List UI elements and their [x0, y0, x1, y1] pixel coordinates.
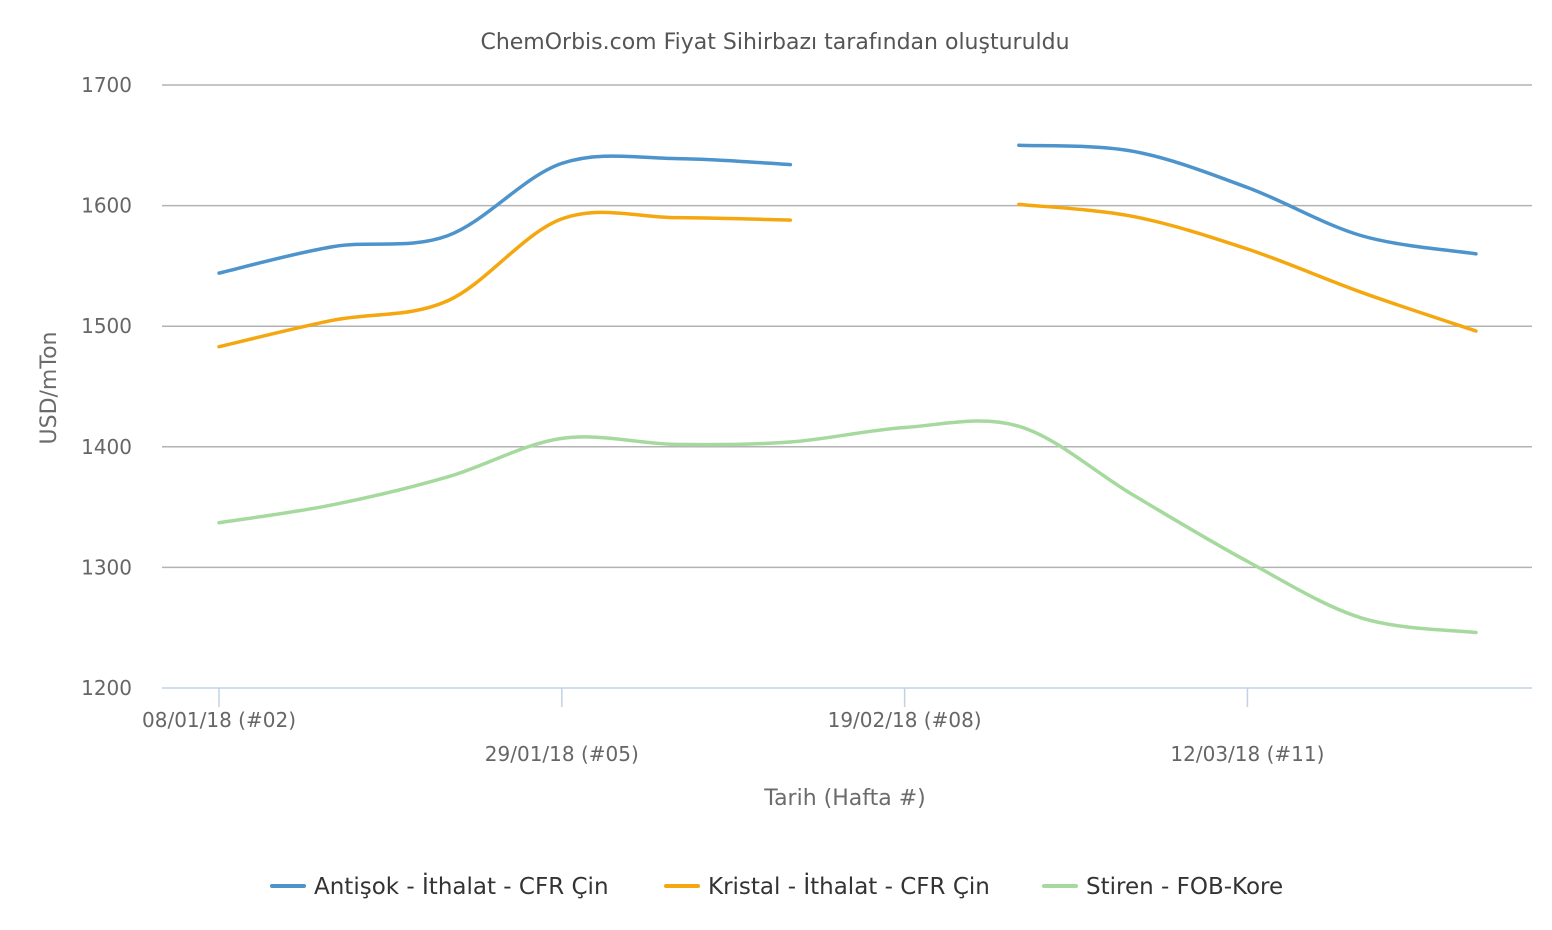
legend-item[interactable]: Antişok - İthalat - CFR Çin	[270, 872, 609, 900]
x-tick-label: 29/01/18 (#05)	[485, 742, 639, 766]
series-line	[217, 210, 793, 349]
y-tick-label: 1300	[81, 555, 132, 579]
y-axis-title: USD/mTon	[37, 332, 62, 445]
series-line	[1017, 202, 1478, 333]
y-tick-label: 1700	[81, 73, 132, 97]
gridlines	[162, 84, 1532, 569]
series-line	[217, 419, 1478, 635]
legend-item[interactable]: Kristal - İthalat - CFR Çin	[664, 872, 990, 900]
series-line	[1017, 143, 1478, 256]
y-tick-label: 1400	[81, 435, 132, 459]
series-line	[217, 154, 793, 275]
legend: Antişok - İthalat - CFR Çin Kristal - İth…	[270, 872, 1283, 900]
series-2	[217, 202, 1478, 349]
legend-label: Kristal - İthalat - CFR Çin	[708, 872, 990, 900]
y-axis-ticks: 1200 1300 1400 1500 1600 1700	[81, 73, 132, 700]
y-tick-label: 1600	[81, 194, 132, 218]
chart-title: ChemOrbis.com Fiyat Sihirbazı tarafından…	[480, 30, 1069, 55]
series-lines	[217, 143, 1478, 635]
legend-label: Stiren - FOB-Kore	[1086, 874, 1283, 900]
series-3	[217, 419, 1478, 635]
x-tick-label: 19/02/18 (#08)	[828, 708, 982, 732]
x-axis-title: Tarih (Hafta #)	[763, 786, 925, 811]
x-axis-ticks: 08/01/18 (#02) 29/01/18 (#05) 19/02/18 (#0…	[142, 688, 1324, 766]
series-1	[217, 143, 1478, 275]
y-tick-label: 1500	[81, 314, 132, 338]
y-tick-label: 1200	[81, 676, 132, 700]
x-tick-label: 12/03/18 (#11)	[1170, 742, 1324, 766]
legend-item[interactable]: Stiren - FOB-Kore	[1042, 874, 1283, 900]
x-tick-label: 08/01/18 (#02)	[142, 708, 296, 732]
legend-label: Antişok - İthalat - CFR Çin	[314, 872, 609, 900]
